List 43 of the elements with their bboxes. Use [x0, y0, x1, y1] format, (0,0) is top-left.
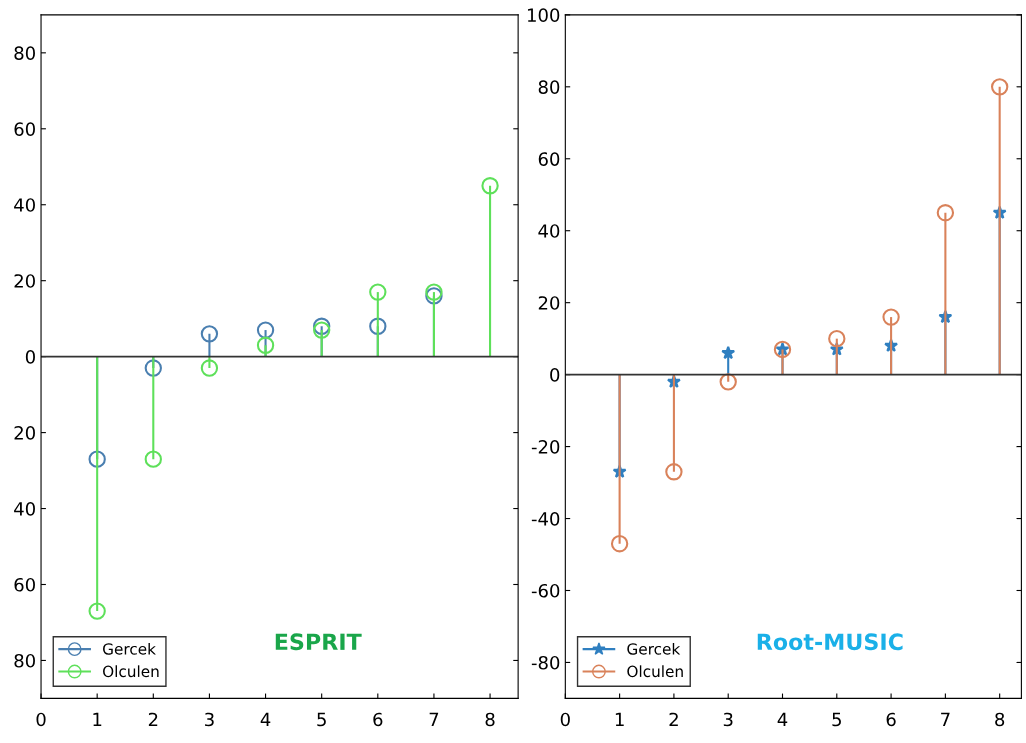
- x-tick-label: 8: [995, 712, 1005, 727]
- x-tick-label: 8: [485, 712, 495, 727]
- y-tick-label: 80: [14, 46, 35, 60]
- x-tick-label: 6: [886, 712, 896, 727]
- x-tick-label: 5: [317, 712, 326, 727]
- y-tick-label: 80: [538, 80, 560, 94]
- y-tick-label: -20: [531, 440, 560, 454]
- x-tick-label: 4: [260, 712, 271, 727]
- y-tick-label: 80: [14, 653, 35, 668]
- legend-label: Olculen: [103, 665, 159, 678]
- y-tick-label: 40: [538, 224, 560, 238]
- y-tick-label: 20: [538, 296, 560, 310]
- x-tick-label: 1: [615, 712, 624, 727]
- x-tick-label: 0: [560, 712, 570, 727]
- y-tick-label: -40: [531, 511, 560, 526]
- y-tick-label: 40: [14, 502, 35, 516]
- y-tick-label: 20: [14, 426, 35, 440]
- y-tick-label: 0: [25, 350, 35, 364]
- x-tick-label: 3: [205, 712, 214, 727]
- y-tick-label: 100: [527, 8, 560, 22]
- legend-label: Gercek: [627, 642, 681, 655]
- legend-label: Olculen: [627, 665, 683, 678]
- x-tick-label: 4: [777, 712, 788, 727]
- y-tick-label: -60: [531, 583, 560, 598]
- x-tick-label: 3: [723, 712, 733, 727]
- x-tick-label: 1: [93, 712, 102, 727]
- y-tick-label: 60: [538, 152, 560, 166]
- legend-label: Gercek: [103, 642, 156, 655]
- y-tick-label: 20: [14, 274, 35, 288]
- y-tick-label: 0: [550, 368, 560, 382]
- x-tick-label: 6: [373, 712, 383, 727]
- y-tick-label: 60: [14, 577, 35, 592]
- x-tick-label: 2: [669, 712, 678, 727]
- x-tick-label: 7: [941, 712, 950, 727]
- y-tick-label: 60: [14, 122, 35, 136]
- x-tick-label: 7: [429, 712, 439, 727]
- annotation: ESPRIT: [275, 633, 362, 651]
- annotation: Root-MUSIC: [757, 633, 903, 651]
- x-tick-label: 2: [148, 712, 158, 727]
- y-tick-label: 40: [14, 198, 35, 212]
- x-tick-label: 0: [36, 712, 46, 727]
- y-tick-label: -80: [531, 655, 560, 670]
- x-tick-label: 5: [832, 712, 841, 727]
